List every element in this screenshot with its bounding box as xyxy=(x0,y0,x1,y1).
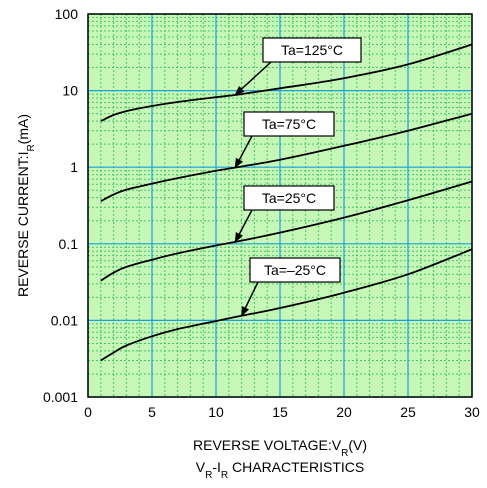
y-axis-title: REVERSE CURRENT:IR(mA) xyxy=(15,114,37,297)
y-tick-label: 10 xyxy=(62,83,78,99)
annotation-label: Ta=25°C xyxy=(262,190,316,206)
caption-dash: -I xyxy=(212,459,221,475)
annotation-box xyxy=(262,37,362,63)
x-axis-title: REVERSE VOLTAGE:VR(V) xyxy=(193,437,367,459)
plot-frame xyxy=(87,13,473,398)
y-axis-title-main: REVERSE CURRENT:I xyxy=(15,152,31,297)
annotation-arrow xyxy=(234,61,272,96)
y-tick-label: 0.1 xyxy=(59,236,79,252)
x-tick-label: 5 xyxy=(148,404,156,420)
y-tick-label: 0.001 xyxy=(43,389,78,405)
x-axis-title-unit: (V) xyxy=(348,437,367,453)
annotation-box xyxy=(243,185,335,211)
chart-caption: VR-IR CHARACTERISTICS xyxy=(196,459,365,481)
annotation-label: Ta=–25°C xyxy=(264,262,326,278)
x-tick-label: 15 xyxy=(272,404,288,420)
annotation-arrow xyxy=(234,135,253,169)
series-line-3 xyxy=(100,248,473,362)
annotation-box xyxy=(249,257,341,283)
x-tick-label: 25 xyxy=(400,404,416,420)
x-axis-title-sub: R xyxy=(341,448,348,459)
x-tick-label: 0 xyxy=(84,404,92,420)
caption-v-sub: R xyxy=(205,470,212,481)
annotation-arrow xyxy=(240,281,259,317)
x-tick-label: 20 xyxy=(336,404,352,420)
caption-rest: CHARACTERISTICS xyxy=(228,459,364,475)
y-tick-label: 100 xyxy=(55,6,79,22)
y-axis-title-unit: (mA) xyxy=(15,114,31,144)
y-axis-title-sub: R xyxy=(26,144,37,151)
x-tick-label: 30 xyxy=(464,404,480,420)
x-axis-title-main: REVERSE VOLTAGE:V xyxy=(193,437,342,453)
annotation-label: Ta=75°C xyxy=(262,116,316,132)
annotation-box xyxy=(243,111,335,137)
series-line-0 xyxy=(100,43,473,122)
annotation-arrow xyxy=(234,209,253,243)
annotation-label: Ta=125°C xyxy=(281,42,343,58)
caption-v: V xyxy=(196,459,206,475)
x-tick-label: 10 xyxy=(208,404,224,420)
series-line-2 xyxy=(100,180,473,282)
series-line-1 xyxy=(100,112,473,202)
caption-i-sub: R xyxy=(221,470,228,481)
y-tick-label: 0.01 xyxy=(51,312,78,328)
y-tick-label: 1 xyxy=(70,159,78,175)
